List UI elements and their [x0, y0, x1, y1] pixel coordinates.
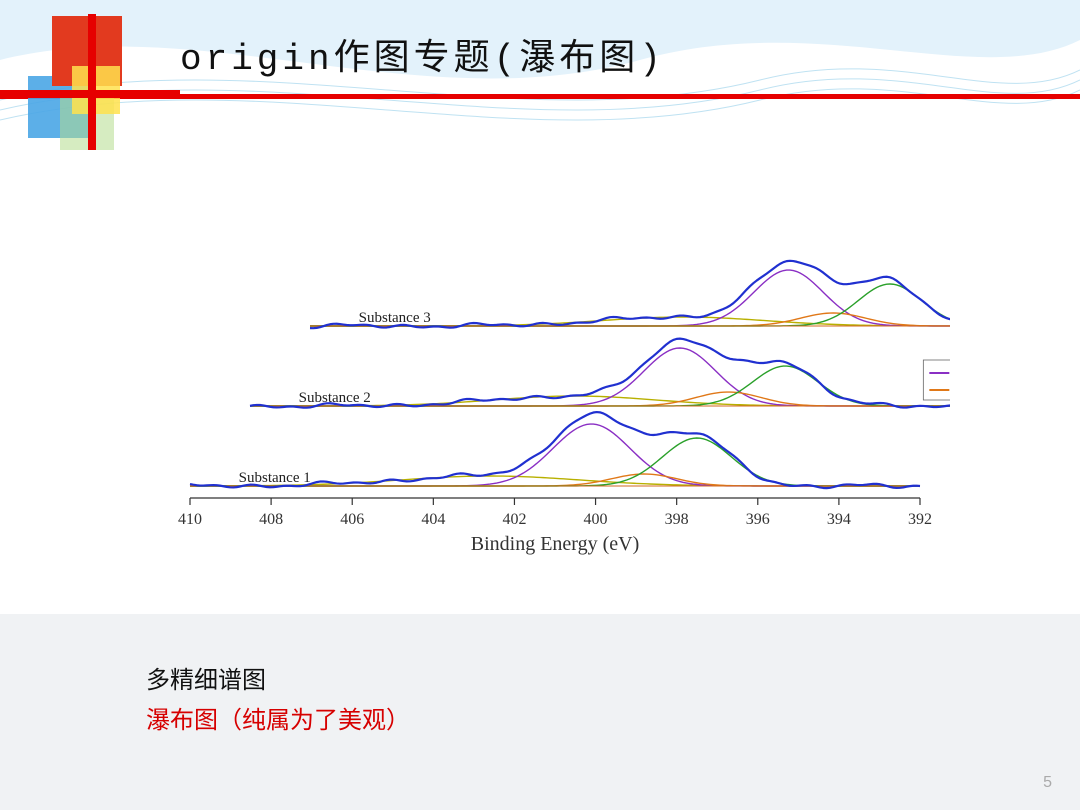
svg-text:408: 408 — [259, 511, 283, 528]
title-divider — [0, 94, 1080, 99]
svg-text:410: 410 — [178, 511, 202, 528]
svg-text:402: 402 — [502, 511, 526, 528]
page-number: 5 — [1043, 774, 1052, 792]
svg-text:406: 406 — [340, 511, 364, 528]
slide-title: origin作图专题(瀑布图) — [180, 28, 665, 80]
svg-text:394: 394 — [827, 511, 851, 528]
svg-text:Substance 1: Substance 1 — [239, 470, 311, 486]
svg-text:392: 392 — [908, 511, 932, 528]
svg-text:Binding Energy (eV): Binding Energy (eV) — [471, 533, 640, 555]
spectra-waterfall-chart: 410 408 406 404 402 400 398 396 394 392 Binding En… — [160, 148, 950, 568]
footer-text-2: 瀑布图（纯属为了美观） — [146, 700, 410, 735]
svg-text:Substance 2: Substance 2 — [299, 390, 371, 406]
footer-text-1: 多精细谱图 — [146, 660, 266, 695]
svg-text:404: 404 — [421, 511, 445, 528]
svg-text:398: 398 — [665, 511, 689, 528]
logo-squares — [20, 24, 140, 154]
svg-text:400: 400 — [584, 511, 608, 528]
svg-text:Substance 3: Substance 3 — [359, 310, 431, 326]
svg-text:396: 396 — [746, 511, 770, 528]
